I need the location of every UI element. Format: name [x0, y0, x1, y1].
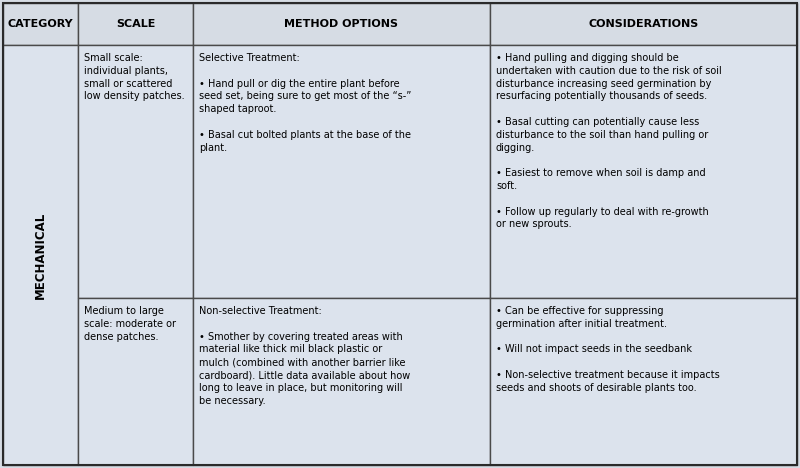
Bar — [490, 45, 797, 298]
Text: • Hand pulling and digging should be
undertaken with caution due to the risk of : • Hand pulling and digging should be und… — [496, 53, 722, 229]
Text: Non-selective Treatment:

• Smother by covering treated areas with
material like: Non-selective Treatment: • Smother by co… — [199, 306, 410, 406]
Text: CONSIDERATIONS: CONSIDERATIONS — [588, 19, 698, 29]
Bar — [3, 3, 78, 45]
Bar — [3, 45, 78, 465]
Bar — [78, 298, 193, 465]
Text: Medium to large
scale: moderate or
dense patches.: Medium to large scale: moderate or dense… — [84, 306, 176, 342]
Text: Small scale:
individual plants,
small or scattered
low density patches.: Small scale: individual plants, small or… — [84, 53, 185, 102]
Text: • Can be effective for suppressing
germination after initial treatment.

• Will : • Can be effective for suppressing germi… — [496, 306, 720, 393]
Bar — [193, 45, 490, 298]
Text: Selective Treatment:

• Hand pull or dig the entire plant before
seed set, being: Selective Treatment: • Hand pull or dig … — [199, 53, 411, 153]
Text: SCALE: SCALE — [116, 19, 155, 29]
Text: CATEGORY: CATEGORY — [8, 19, 74, 29]
Text: MECHANICAL: MECHANICAL — [34, 212, 47, 299]
Bar — [490, 298, 797, 465]
Bar — [78, 45, 193, 298]
Bar — [490, 3, 797, 45]
Bar — [193, 298, 490, 465]
Bar — [193, 3, 490, 45]
Text: METHOD OPTIONS: METHOD OPTIONS — [285, 19, 398, 29]
Bar — [78, 3, 193, 45]
